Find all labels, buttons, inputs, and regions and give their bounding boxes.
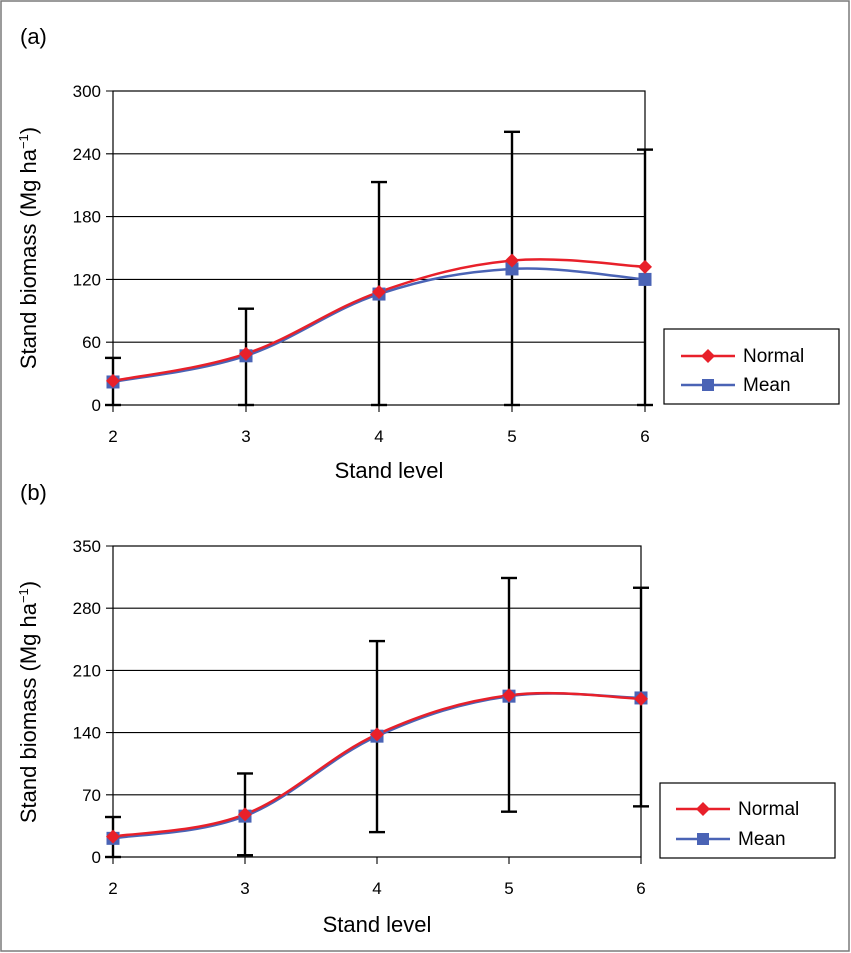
panel-b-y-tick-label: 140 <box>73 724 101 743</box>
panel-a-legend-normal-label: Normal <box>743 346 804 367</box>
panel-a-y-tick-label: 180 <box>73 208 101 227</box>
panel-a-y-tick-label: 120 <box>73 270 101 289</box>
panel-b-x-tick-label: 3 <box>240 879 249 898</box>
panel-a-legend: Normal Mean <box>663 328 840 405</box>
panel-a-point-normal <box>638 259 652 274</box>
panel-a-chart: (a) 0 60 120 180 240 300 2 3 4 5 6 Stand level St… <box>16 24 840 483</box>
panel-a-y-axis-title: Stand biomass (Mg ha−1) <box>16 127 41 369</box>
panel-b-point-normal <box>106 829 120 844</box>
panel-b-chart: (b) 0 70 140 210 280 350 2 3 4 5 6 Stand level St… <box>16 480 836 937</box>
panel-b-y-tick-label: 70 <box>82 786 101 805</box>
panel-a-y-tick-label: 0 <box>92 396 101 415</box>
panel-b-label: (b) <box>20 480 47 505</box>
panel-b-point-normal <box>238 807 252 822</box>
panel-b-legend-normal-marker <box>696 802 710 816</box>
panel-b-legend-mean-marker <box>697 833 709 845</box>
panel-a-legend-mean-marker <box>702 379 714 391</box>
panel-a-legend-mean-label: Mean <box>743 375 791 396</box>
panel-a-point-mean <box>638 272 652 286</box>
panel-b-x-axis-title: Stand level <box>323 912 432 937</box>
panel-b-x-tick-label: 2 <box>108 879 117 898</box>
panel-a-legend-box <box>663 328 840 405</box>
panel-b-legend-box <box>659 782 836 859</box>
panel-a-point-normal <box>239 346 253 361</box>
panel-b-legend: Normal Mean <box>659 782 836 859</box>
panel-a-x-axis-title: Stand level <box>335 458 444 483</box>
panel-a-x-tick-label: 2 <box>108 427 117 446</box>
panel-a-point-normal <box>106 373 120 388</box>
panel-b-point-normal <box>634 691 648 706</box>
panel-b-x-tick-label: 4 <box>372 879 381 898</box>
panel-b-point-normal <box>370 727 384 742</box>
panel-b-y-tick-label: 350 <box>73 537 101 556</box>
panel-a-x-tick-label: 5 <box>507 427 516 446</box>
panel-b-legend-normal-label: Normal <box>738 799 799 820</box>
panel-b-legend-mean-label: Mean <box>738 829 786 850</box>
panel-b-y-tick-label: 210 <box>73 661 101 680</box>
panel-b-y-tick-label: 0 <box>92 848 101 867</box>
panel-b-x-tick-label: 6 <box>636 879 645 898</box>
panel-a-x-tick-label: 3 <box>241 427 250 446</box>
panel-b-point-normal <box>502 688 516 703</box>
panel-a-point-normal <box>505 253 519 268</box>
panel-a-y-tick-label: 60 <box>82 333 101 352</box>
panel-a-label: (a) <box>20 24 47 49</box>
panel-b-x-tick-label: 5 <box>504 879 513 898</box>
panel-a-y-tick-label: 240 <box>73 145 101 164</box>
panel-a-y-tick-label: 300 <box>73 82 101 101</box>
panel-a-point-normal <box>372 284 386 299</box>
panel-a-x-tick-label: 6 <box>640 427 649 446</box>
panel-a-x-tick-label: 4 <box>374 427 383 446</box>
panel-a-point-mean <box>505 262 519 276</box>
panel-b-y-axis-title: Stand biomass (Mg ha−1) <box>16 581 41 823</box>
panel-a-legend-normal-marker <box>701 349 715 363</box>
panel-b-y-tick-label: 280 <box>73 599 101 618</box>
